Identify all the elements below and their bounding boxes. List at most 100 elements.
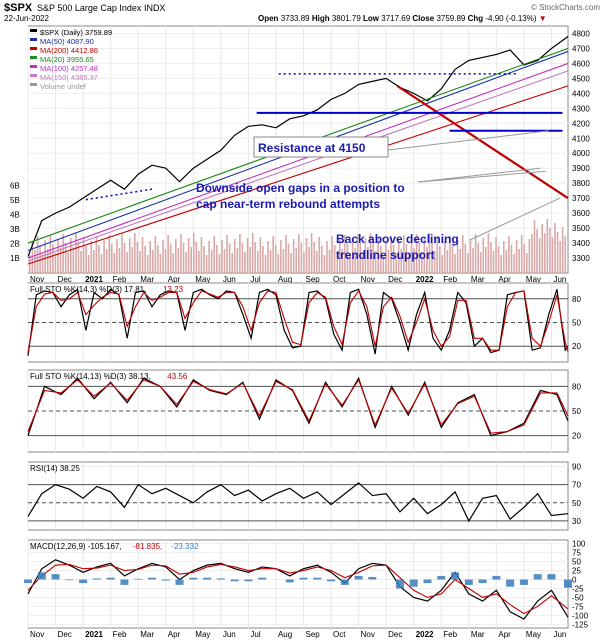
x-tick-label: May xyxy=(195,275,210,284)
series-line-rsi xyxy=(27,482,569,523)
volume-bar xyxy=(290,253,292,273)
volume-bar xyxy=(52,244,54,273)
volume-bar xyxy=(221,240,223,273)
x-tick-label: Jun xyxy=(223,630,236,639)
volume-bar xyxy=(141,237,144,273)
volume-bar xyxy=(41,254,44,273)
macd-histogram-bar xyxy=(92,578,101,580)
x-tick-label: Apr xyxy=(498,275,511,284)
volume-bar xyxy=(185,252,187,273)
volume-bar xyxy=(100,254,103,273)
volume-tick-label: 2B xyxy=(10,240,20,249)
y-tick-label: 80 xyxy=(572,382,581,391)
volume-bar xyxy=(103,240,105,273)
volume-bar xyxy=(551,237,554,273)
y-tick-label: 0 xyxy=(572,576,577,585)
volume-bar xyxy=(531,234,533,273)
volume-bar xyxy=(251,233,254,273)
volume-bar xyxy=(377,237,380,273)
volume-bar xyxy=(346,244,349,273)
volume-bar xyxy=(154,236,157,273)
volume-bar xyxy=(556,232,559,273)
volume-bar xyxy=(331,236,333,273)
legend-entry: RSI(14) 38.25 xyxy=(30,464,80,473)
volume-bar xyxy=(105,249,108,273)
volume-tick-label: 3B xyxy=(10,225,20,234)
volume-bar xyxy=(449,236,451,273)
macd-histogram-bar xyxy=(423,579,432,584)
x-tick-label: May xyxy=(195,630,210,639)
volume-bar xyxy=(549,228,551,273)
legend-entry: Full STO %K(14,13) %D(3) 38.13, xyxy=(30,372,151,381)
volume-bar xyxy=(136,242,139,273)
y-tick-label: 3700 xyxy=(572,194,590,203)
panel-frame xyxy=(27,539,569,629)
volume-bar xyxy=(82,237,85,273)
volume-bar xyxy=(257,251,259,273)
volume-bar xyxy=(497,246,500,273)
volume-bar xyxy=(233,239,236,273)
annotation-trendline: Back above declining trendline support xyxy=(336,232,459,262)
volume-bar xyxy=(241,243,244,273)
x-tick-label: Feb xyxy=(113,630,127,639)
volume-bar xyxy=(367,247,369,273)
volume-bar xyxy=(295,248,298,273)
volume-bar xyxy=(126,252,128,273)
volume-bar xyxy=(218,254,221,273)
volume-bar xyxy=(292,239,295,273)
volume-bar xyxy=(134,233,136,273)
legend-entry: MA(150) 4385.37 xyxy=(40,73,98,82)
y-tick-label: 3300 xyxy=(572,254,590,263)
legend-entry: 43.56 xyxy=(167,372,188,381)
volume-bar xyxy=(561,227,564,273)
volume-bar xyxy=(341,249,344,273)
x-tick-label: Feb xyxy=(443,275,457,284)
volume-bar xyxy=(254,242,257,273)
y-tick-label: 3800 xyxy=(572,179,590,188)
x-tick-label: Oct xyxy=(333,275,346,284)
volume-bar xyxy=(190,247,192,273)
volume-bar xyxy=(559,241,561,273)
volume-bar xyxy=(400,249,403,273)
volume-bar xyxy=(528,239,531,273)
volume-bar xyxy=(182,243,185,273)
legend-entry: MA(100) 4257.48 xyxy=(40,64,98,73)
volume-bar xyxy=(123,243,126,273)
volume-bar xyxy=(200,237,203,273)
volume-bar xyxy=(262,246,264,273)
series-line-d xyxy=(27,378,569,434)
legend-entry: MA(20) 3955.65 xyxy=(40,55,94,64)
volume-bar xyxy=(39,245,41,273)
volume-bar xyxy=(172,253,175,273)
y-tick-label: -25 xyxy=(572,584,584,593)
volume-bar xyxy=(362,252,364,273)
annotation-pointer xyxy=(417,167,541,183)
volume-bar xyxy=(500,255,502,273)
macd-histogram-bar xyxy=(51,574,60,580)
legend-swatch xyxy=(30,38,37,41)
volume-bar xyxy=(418,243,421,273)
volume-bar xyxy=(49,235,52,273)
volume-bar xyxy=(474,234,477,273)
x-tick-label: Apr xyxy=(168,630,181,639)
volume-bar xyxy=(456,240,459,273)
volume-bar xyxy=(356,234,359,273)
volume-bar xyxy=(285,235,287,273)
x-tick-label: Jun xyxy=(553,630,566,639)
x-tick-label: Nov xyxy=(361,275,375,284)
x-tick-label: 2022 xyxy=(416,275,434,284)
series-line-d xyxy=(27,289,569,353)
y-tick-label: 30 xyxy=(572,517,581,526)
volume-bar xyxy=(228,244,231,273)
y-tick-label: 70 xyxy=(572,481,581,490)
volume-bar xyxy=(374,251,377,273)
volume-bar xyxy=(272,236,274,273)
annotation-pointer xyxy=(469,197,560,241)
y-tick-label: 4500 xyxy=(572,74,590,83)
volume-bar xyxy=(59,248,62,273)
symbol-name: S&P 500 Large Cap Index INDX xyxy=(37,3,165,13)
volume-bar xyxy=(526,253,528,273)
legend-swatch xyxy=(30,74,37,77)
series-line-spx xyxy=(27,35,569,257)
volume-bar xyxy=(72,247,75,273)
